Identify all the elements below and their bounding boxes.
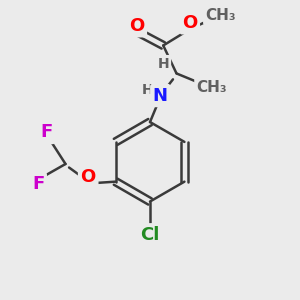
Text: O: O bbox=[81, 168, 96, 186]
Text: CH₃: CH₃ bbox=[196, 80, 227, 95]
Text: O: O bbox=[129, 17, 144, 35]
Text: F: F bbox=[40, 124, 52, 142]
Text: N: N bbox=[153, 86, 168, 104]
Text: F: F bbox=[32, 175, 44, 193]
Text: O: O bbox=[182, 14, 197, 32]
Text: H: H bbox=[158, 57, 169, 71]
Text: Cl: Cl bbox=[140, 226, 160, 244]
Text: H: H bbox=[142, 82, 154, 97]
Text: CH₃: CH₃ bbox=[206, 8, 236, 23]
